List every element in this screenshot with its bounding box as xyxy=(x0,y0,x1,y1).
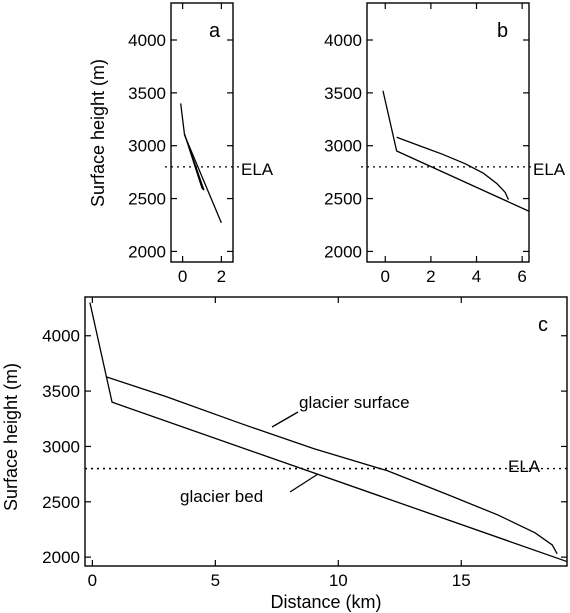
y-tick-label-c-2000: 2000 xyxy=(42,548,80,567)
y-tick-label-a-2500: 2500 xyxy=(128,190,166,209)
x-tick-label-a-2: 2 xyxy=(217,267,226,286)
y-tick-label-c-2500: 2500 xyxy=(42,493,80,512)
y-tick-label-a-4000: 4000 xyxy=(128,31,166,50)
series-a-1 xyxy=(180,103,222,224)
y-tick-label-c-3500: 3500 xyxy=(42,382,80,401)
y-tick-label-a-3500: 3500 xyxy=(128,84,166,103)
glacier-bed-leader xyxy=(289,473,319,493)
panel-a-frame xyxy=(170,2,234,263)
panel-b-frame xyxy=(366,2,530,263)
x-tick-label-c-10: 10 xyxy=(329,571,348,590)
y-tick-label-a-3000: 3000 xyxy=(128,137,166,156)
y-tick-label-c-3000: 3000 xyxy=(42,437,80,456)
panel-c-frame xyxy=(84,296,568,567)
x-tick-label-b-0: 0 xyxy=(381,267,390,286)
y-tick-label-b-3500: 3500 xyxy=(324,84,362,103)
x-tick-label-b-2: 2 xyxy=(426,267,435,286)
series-a-2 xyxy=(183,133,205,191)
glacier-bed-annotation: glacier bed xyxy=(180,487,263,506)
y-tick-label-b-2500: 2500 xyxy=(324,190,362,209)
y-tick-label-b-4000: 4000 xyxy=(324,31,362,50)
y-tick-label-b-2000: 2000 xyxy=(324,242,362,261)
y-tick-label-c-4000: 4000 xyxy=(42,327,80,346)
ela-label-a: ELA xyxy=(241,160,274,179)
panel-b-letter: b xyxy=(497,20,508,42)
y-tick-label-b-3000: 3000 xyxy=(324,137,362,156)
panel-a-letter: a xyxy=(209,20,221,42)
series-b-1 xyxy=(382,90,530,212)
x-tick-label-c-0: 0 xyxy=(88,571,97,590)
panel-c: c 2000 2500 3000 3500 4000 0 5 10 15 xyxy=(42,296,568,590)
x-tick-label-a-0: 0 xyxy=(178,267,187,286)
panel-b: b 2000 2500 3000 3500 4000 0 2 4 6 xyxy=(324,2,535,286)
glacier-surface-annotation: glacier surface xyxy=(299,393,410,412)
series-c-1 xyxy=(89,302,568,563)
y-axis-label-c: Surface height (m) xyxy=(1,363,21,511)
ela-label-b: ELA xyxy=(533,160,566,179)
x-tick-label-b-6: 6 xyxy=(517,267,526,286)
x-tick-label-b-4: 4 xyxy=(472,267,481,286)
series-b-2 xyxy=(396,136,510,200)
glacier-surface-leader xyxy=(271,411,299,428)
series-c-2 xyxy=(105,376,558,555)
ela-label-c: ELA xyxy=(508,457,541,476)
x-tick-label-c-15: 15 xyxy=(452,571,471,590)
x-axis-label-c: Distance (km) xyxy=(270,592,381,612)
panel-c-letter: c xyxy=(538,314,548,336)
y-axis-label-top: Surface height (m) xyxy=(88,59,108,207)
x-tick-label-c-5: 5 xyxy=(211,571,220,590)
panel-a: a 2000 2500 3000 3500 4000 0 2 xyxy=(128,2,239,286)
y-tick-label-a-2000: 2000 xyxy=(128,242,166,261)
